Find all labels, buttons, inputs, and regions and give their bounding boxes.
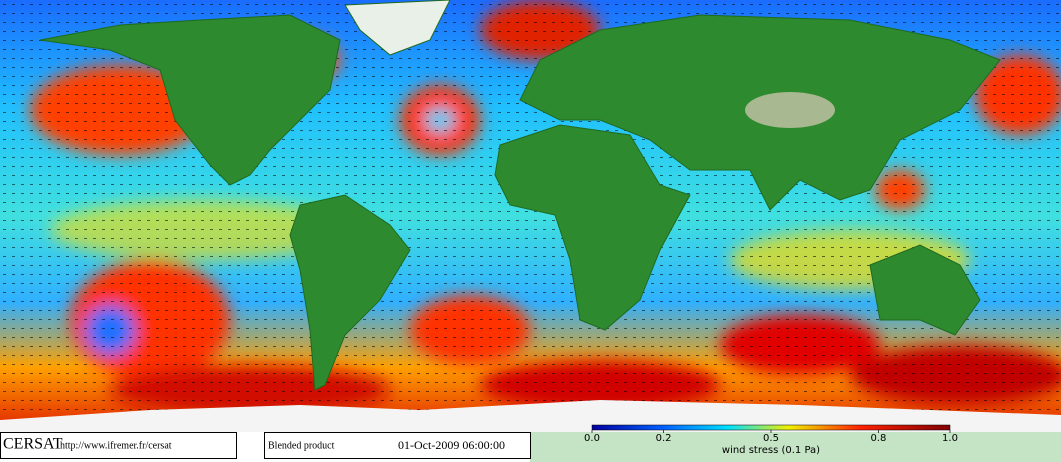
colorbar	[591, 424, 951, 431]
date: 01-Oct-2009 06:00:00	[398, 438, 505, 452]
product-box	[264, 432, 531, 459]
antarctica	[0, 400, 1061, 432]
colorbar-tick-label: 0.8	[870, 433, 886, 444]
logo-box	[0, 432, 237, 459]
url: http://www.ifremer.fr/cersat	[60, 440, 172, 451]
colorbar-tick-label: 0.2	[656, 433, 672, 444]
logo: CERSAT	[3, 436, 63, 453]
product: Blended product	[268, 440, 335, 451]
colorbar-tick-label: 1.0	[942, 433, 958, 444]
colorbar-tick-label: 0.0	[584, 433, 600, 444]
map-area	[0, 0, 1061, 432]
continents	[39, 0, 1001, 391]
footer-land	[530, 432, 1061, 462]
colorbar-tick-label: 0.5	[763, 433, 779, 444]
colorbar-label: wind stress (0.1 Pa)	[722, 445, 820, 456]
